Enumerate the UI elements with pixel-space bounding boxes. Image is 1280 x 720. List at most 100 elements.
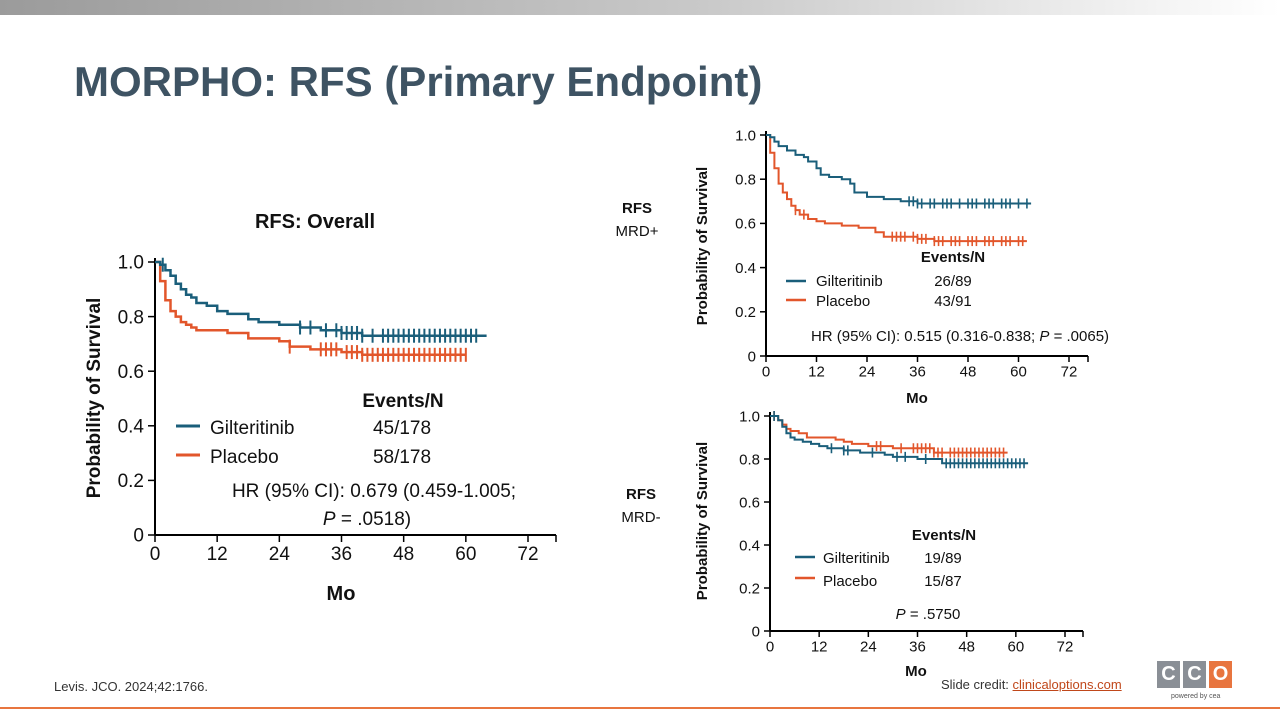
mrd-positive-label-line2: MRD+ [615, 223, 659, 240]
x-tick-label: 48 [393, 544, 414, 565]
km-chart-3: 0 0.2 0.4 0.6 0.8 1.0 0 12 24 36 48 60 72 Mo Probabili… [694, 408, 1084, 680]
hr-annotation: HR (95% CI): 0.515 (0.316-0.838; P = .00… [811, 328, 1109, 345]
x-tick-label: 0 [762, 363, 770, 380]
x-axis-label: Mo [906, 390, 928, 407]
y-tick-label: 0 [133, 526, 144, 547]
mrd-positive-label-line1: RFS [622, 200, 652, 217]
legend-label-placebo: Placebo [816, 293, 870, 310]
p-label: P [896, 606, 906, 623]
slide-title: MORPHO: RFS (Primary Endpoint) [74, 58, 763, 105]
x-tick-label: 24 [860, 638, 877, 655]
legend-label-placebo: Placebo [823, 573, 877, 590]
hr-annotation: HR (95% CI): 0.679 (0.459-1.005; [232, 481, 516, 502]
cco-logo-letter-2: C [1183, 661, 1206, 688]
legend-events-gilteritinib: 45/178 [373, 418, 431, 439]
x-tick-label: 12 [811, 638, 828, 655]
km-curve-placebo [770, 415, 1008, 454]
x-tick-label: 0 [766, 638, 774, 655]
p-label: P [1039, 328, 1049, 345]
legend-label-gilteritinib: Gilteritinib [210, 418, 294, 439]
p-value: = .0065) [1049, 328, 1109, 345]
legend-label-gilteritinib: Gilteritinib [823, 550, 890, 567]
hr-annotation: P = .5750 [896, 606, 961, 623]
y-tick-label: 1.0 [735, 127, 756, 144]
x-tick-label: 12 [808, 363, 825, 380]
x-axis-label: Mo [905, 663, 927, 680]
slide-credit: Slide credit: clinicaloptions.com [941, 677, 1122, 692]
legend-events-placebo: 58/178 [373, 447, 431, 468]
slide-credit-link[interactable]: clinicaloptions.com [1012, 677, 1122, 692]
y-tick-label: 0.4 [735, 260, 756, 277]
x-axis-label: Mo [327, 583, 356, 605]
y-tick-label: 1.0 [118, 253, 144, 274]
y-tick-label: 0.2 [118, 471, 144, 492]
slide-credit-prefix: Slide credit: [941, 677, 1013, 692]
x-tick-label: 24 [269, 544, 291, 565]
y-tick-label: 0 [748, 348, 756, 365]
y-tick-label: 0 [752, 623, 760, 640]
mrd-negative-label-line1: RFS [626, 486, 656, 503]
km-curve-gilteritinib [770, 415, 1029, 465]
reference-citation: Levis. JCO. 2024;42:1766. [54, 679, 208, 694]
cco-logo: C C O powered by cea [1157, 661, 1233, 703]
y-tick-label: 0.8 [735, 171, 756, 188]
cco-logo-letter-3: O [1209, 661, 1232, 688]
mrd-negative-label-line2: MRD- [621, 509, 661, 526]
legend-events-placebo: 15/87 [924, 573, 962, 590]
y-tick-label: 0.6 [739, 494, 760, 511]
y-tick-label: 0.2 [739, 580, 760, 597]
legend-label-placebo: Placebo [210, 447, 279, 468]
x-tick-label: 36 [909, 363, 926, 380]
km-curve-gilteritinib [766, 134, 1032, 205]
x-tick-label: 72 [1061, 363, 1078, 380]
y-tick-label: 0.8 [118, 307, 144, 328]
mrd-positive-label: RFS MRD+ [614, 200, 660, 240]
cco-logo-tagline: powered by cea [1171, 693, 1221, 700]
bottom-accent-line [0, 707, 1280, 709]
legend-title: Events/N [912, 527, 976, 544]
y-tick-label: 1.0 [739, 408, 760, 425]
p-value: = .5750 [906, 606, 961, 623]
y-tick-label: 0.4 [118, 416, 145, 437]
mrd-negative-label: RFS MRD- [618, 486, 664, 526]
legend-title: Events/N [362, 391, 443, 412]
x-tick-label: 72 [517, 544, 538, 565]
y-tick-label: 0.2 [735, 304, 756, 321]
cco-logo-letter-1: C [1157, 661, 1180, 688]
x-tick-label: 12 [207, 544, 228, 565]
legend-events-gilteritinib: 26/89 [934, 273, 972, 290]
hr-text: HR (95% CI): 0.515 (0.316-0.838; [811, 328, 1039, 345]
y-axis-label: Probability of Survival [84, 298, 105, 499]
x-tick-label: 48 [958, 638, 975, 655]
y-axis-label: Probability of Survival [694, 167, 711, 325]
y-tick-label: 0.6 [735, 216, 756, 233]
y-axis-label: Probability of Survival [694, 442, 711, 600]
legend-title: Events/N [921, 249, 985, 266]
x-tick-label: 36 [331, 544, 352, 565]
p-value: = .0518) [336, 509, 412, 530]
x-tick-label: 36 [909, 638, 926, 655]
x-tick-label: 60 [1007, 638, 1024, 655]
km-curve-placebo [155, 260, 466, 357]
x-tick-label: 60 [1010, 363, 1027, 380]
y-tick-label: 0.4 [739, 537, 760, 554]
km-curve-placebo [766, 134, 1027, 243]
x-tick-label: 60 [455, 544, 476, 565]
top-gradient-bar [0, 0, 1280, 15]
km-chart-1: 0 0.2 0.4 0.6 0.8 1.0 0 12 24 36 48 60 72 Mo Probabili… [84, 211, 557, 605]
km-curve-gilteritinib [155, 260, 487, 337]
x-tick-label: 72 [1057, 638, 1074, 655]
legend-events-gilteritinib: 19/89 [924, 550, 962, 567]
x-tick-label: 48 [960, 363, 977, 380]
km-chart-2: 0 0.2 0.4 0.6 0.8 1.0 0 12 24 36 48 60 72 Mo Probabili… [694, 127, 1109, 407]
p-label: P [323, 509, 336, 530]
legend-events-placebo: 43/91 [934, 293, 972, 310]
y-tick-label: 0.8 [739, 451, 760, 468]
y-tick-label: 0.6 [118, 362, 144, 383]
chart-title: RFS: Overall [255, 211, 375, 233]
x-tick-label: 24 [859, 363, 876, 380]
p-value-annotation: P = .0518) [323, 509, 411, 530]
x-tick-label: 0 [150, 544, 161, 565]
legend-label-gilteritinib: Gilteritinib [816, 273, 883, 290]
